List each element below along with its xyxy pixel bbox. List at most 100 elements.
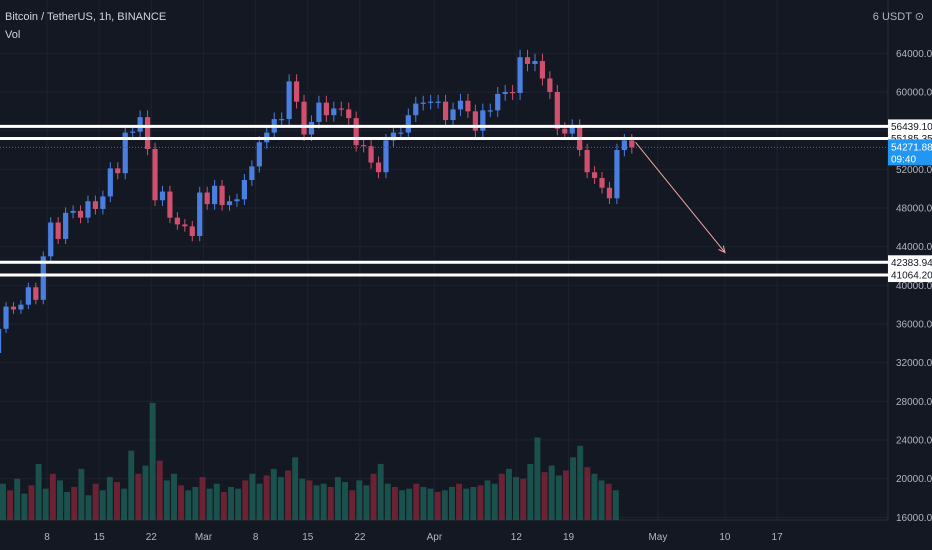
candle-body <box>159 191 166 201</box>
candle-body <box>115 168 121 174</box>
candle-body <box>457 100 464 110</box>
volume-bar <box>520 478 527 520</box>
candle-body <box>502 92 508 94</box>
volume-bar <box>249 473 256 520</box>
volume-bar <box>384 483 391 520</box>
projection-arrow-line <box>635 141 726 253</box>
candle-body <box>465 100 471 112</box>
x-tick-label: Apr <box>427 532 443 543</box>
candle-body <box>562 128 568 134</box>
volume-bar <box>78 468 85 520</box>
candle-body <box>331 108 337 116</box>
candle-body <box>212 185 218 205</box>
x-tick-label: 19 <box>563 532 575 543</box>
volume-bar <box>584 467 591 520</box>
volume-bar <box>612 490 619 520</box>
volume-bar <box>413 483 420 520</box>
candle-body <box>584 150 590 173</box>
candle-body <box>353 118 359 146</box>
candle-body <box>189 226 195 237</box>
volume-bar <box>391 487 398 520</box>
volume-bar <box>142 465 149 520</box>
chart-title[interactable]: Bitcoin / TetherUS, 1h, BINANCE <box>5 11 167 23</box>
y-tick-label: 48000.00 <box>896 204 932 215</box>
volume-bar <box>356 480 363 520</box>
volume-bar <box>114 482 120 520</box>
candle-body <box>510 92 516 94</box>
candle-body <box>413 103 419 116</box>
volume-bar <box>178 485 185 520</box>
volume-bar <box>591 473 598 520</box>
candle-body <box>308 121 315 135</box>
volume-bar <box>85 495 92 520</box>
candle-body <box>442 101 449 121</box>
volume-bar <box>71 487 78 520</box>
candle-body <box>361 145 367 147</box>
candle-body <box>63 212 69 239</box>
currency-selector[interactable]: 6 USDT ⊙ <box>872 11 924 23</box>
candle-body <box>375 162 382 173</box>
volume-bar <box>228 487 234 520</box>
volume-bar <box>570 457 577 520</box>
volume-bar <box>235 488 242 520</box>
candle-body <box>55 222 61 239</box>
candle-body <box>241 179 248 200</box>
volume-bar <box>0 483 6 520</box>
x-tick-label: 22 <box>146 532 158 543</box>
candle-body <box>122 132 128 174</box>
y-tick-label: 28000.00 <box>896 397 932 408</box>
volume-bar <box>427 488 434 520</box>
candle-body <box>614 150 620 199</box>
volume-bar <box>577 445 584 520</box>
volume-bar <box>99 490 106 520</box>
candle-body <box>390 132 397 141</box>
candle-body <box>182 224 188 227</box>
x-tick-label: 17 <box>772 532 784 543</box>
y-tick-label: 44000.00 <box>896 242 932 253</box>
y-tick-label: 64000.00 <box>896 49 932 60</box>
volume-bar <box>7 490 14 520</box>
volume-bar <box>192 487 199 520</box>
candle-body <box>405 115 411 133</box>
candle-body <box>472 111 478 131</box>
candle-body <box>524 57 531 64</box>
candle-body <box>167 191 173 218</box>
candle-body <box>219 185 225 206</box>
volume-bar <box>320 483 327 520</box>
candle-body <box>599 178 605 188</box>
candle-body <box>435 101 441 103</box>
volume-bar <box>292 457 299 520</box>
volume-bar <box>121 488 128 520</box>
volume-bar <box>598 480 605 520</box>
candle-body <box>398 132 404 134</box>
candle-body <box>279 119 285 121</box>
volume-indicator-label[interactable]: Vol <box>5 29 21 41</box>
volume-bar <box>363 485 370 520</box>
y-tick-label: 52000.00 <box>896 165 932 176</box>
candle-body <box>517 57 523 93</box>
x-tick-label: May <box>648 532 667 543</box>
volume-bar <box>42 488 49 520</box>
volume-bar <box>498 473 505 520</box>
volume-bar <box>285 470 291 520</box>
level-price-tag <box>888 119 932 134</box>
volume-bar <box>135 473 142 520</box>
volume-bar <box>441 490 448 520</box>
candle-body <box>256 142 262 167</box>
volume-bar <box>562 470 569 520</box>
volume-bar <box>327 487 334 520</box>
volume-bar <box>49 473 56 520</box>
volume-bar <box>64 491 71 520</box>
volume-bar <box>456 483 463 520</box>
volume-bar <box>57 480 63 520</box>
volume-bar <box>128 450 135 520</box>
y-tick-label: 24000.00 <box>896 436 932 447</box>
volume-bar <box>28 485 35 520</box>
volume-bar <box>106 477 113 520</box>
candle-body <box>77 210 84 218</box>
volume-bar <box>92 483 99 520</box>
candle-body <box>368 146 374 163</box>
level-price-tag <box>888 268 932 283</box>
